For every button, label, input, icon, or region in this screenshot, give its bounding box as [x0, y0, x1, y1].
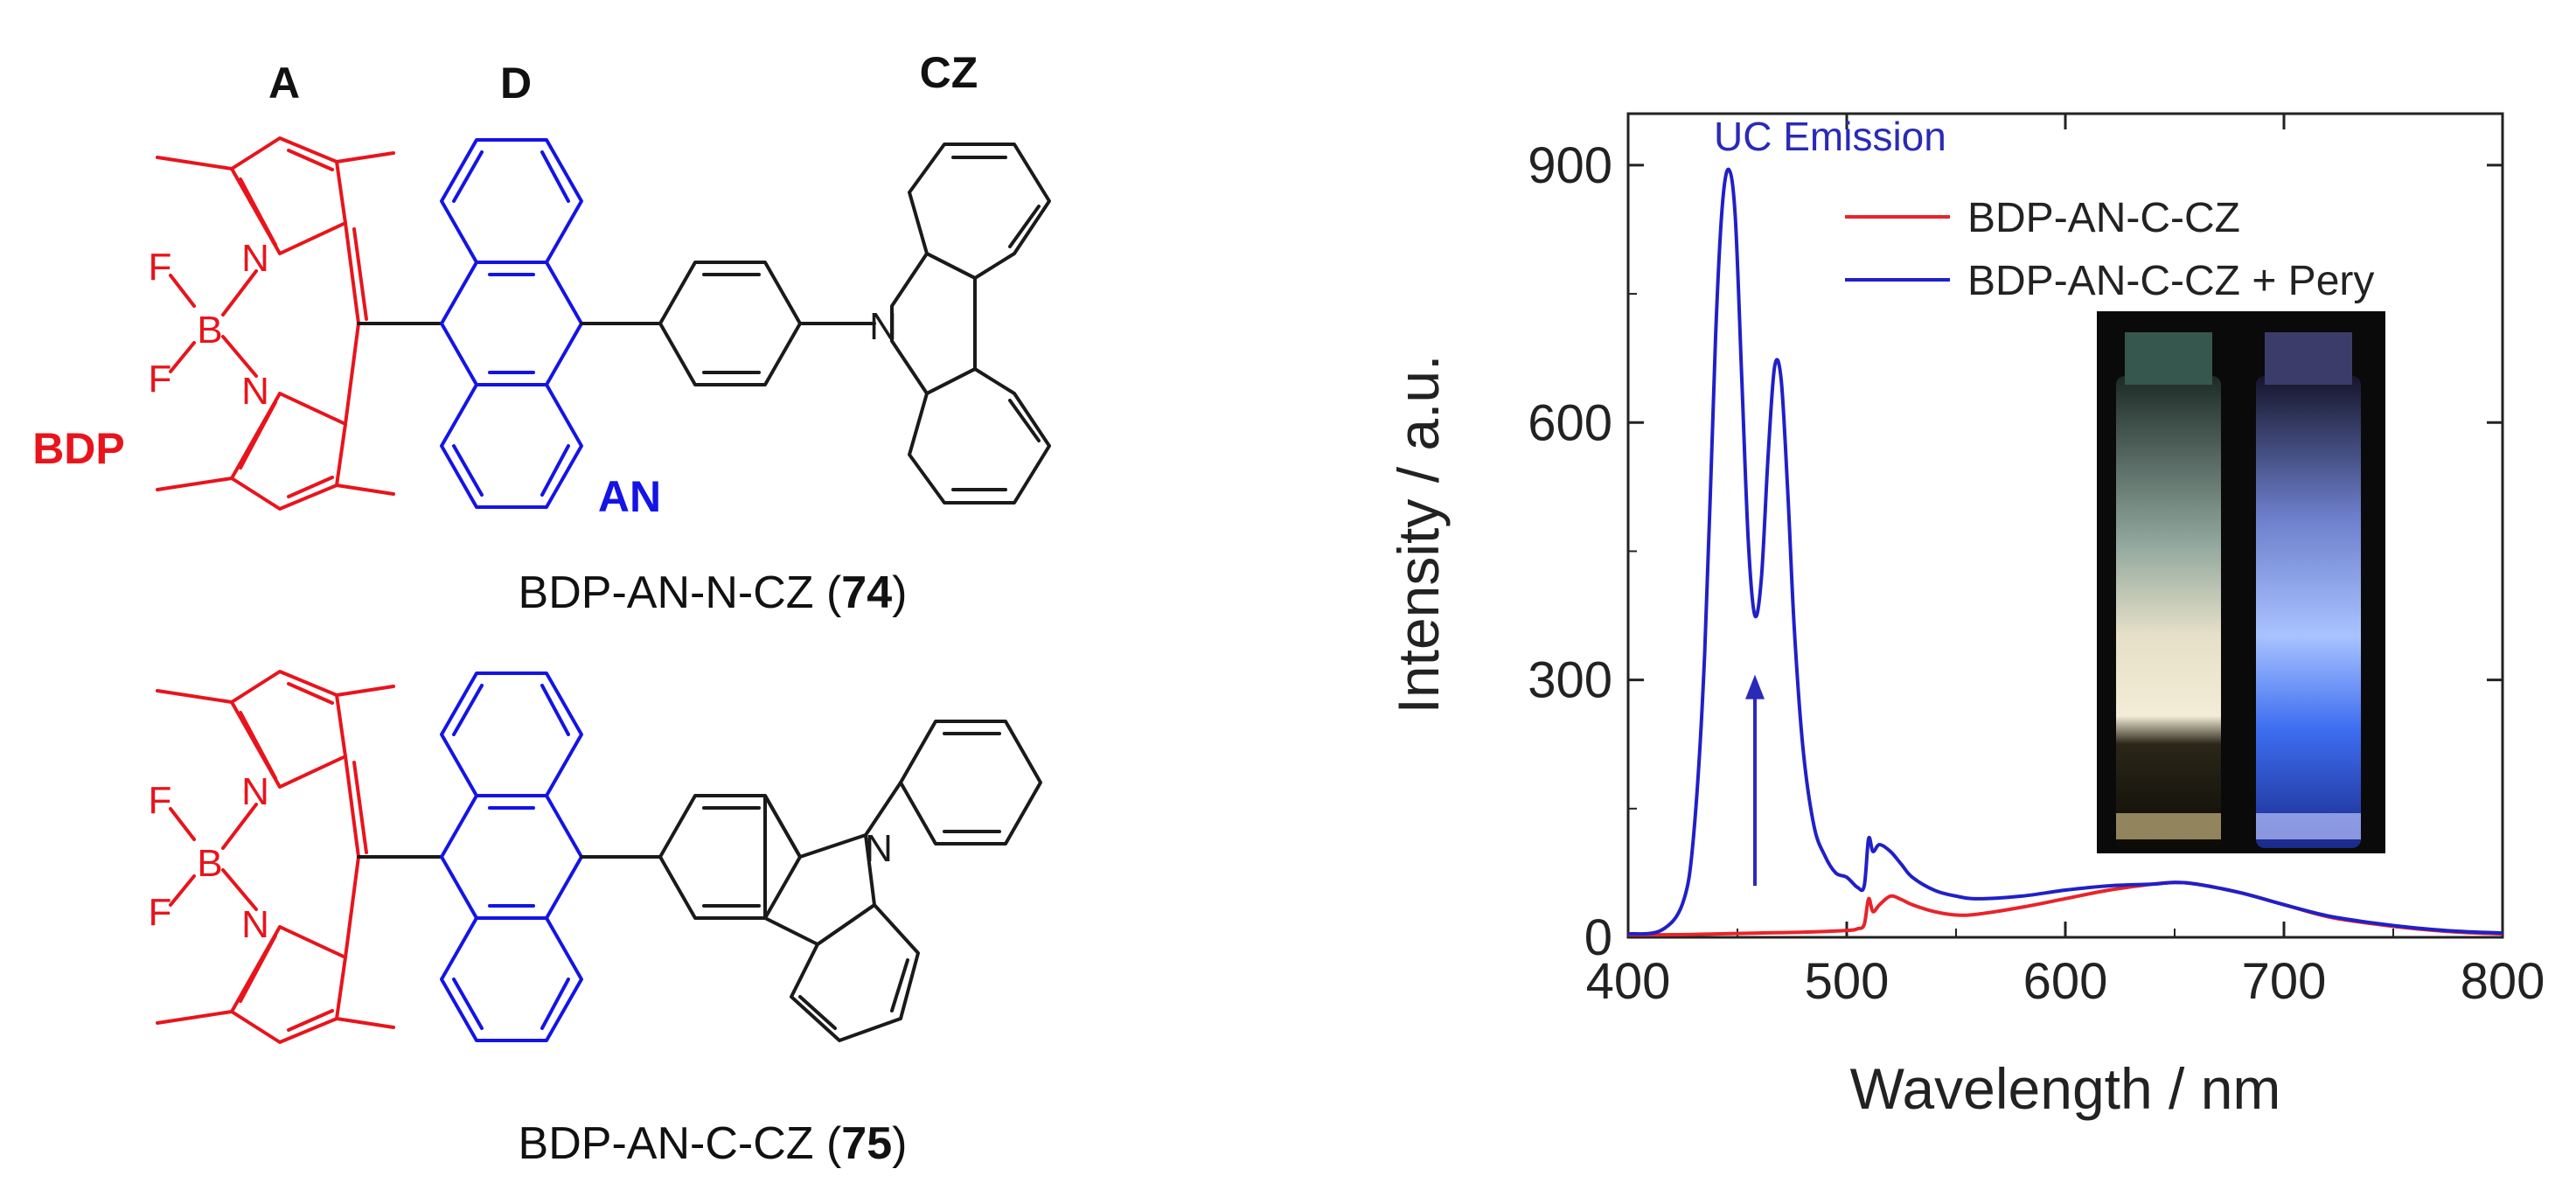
anthracene-75	[440, 672, 583, 1042]
cuvette-photo-inset	[2097, 311, 2385, 853]
nitrogen-atom-carbazole-75: N	[865, 827, 893, 870]
y-tick-label: 600	[1528, 394, 1612, 451]
bodipy-label: BDP	[32, 424, 125, 473]
fluorine-atom-top-74: F	[149, 246, 172, 289]
boron-atom-74: B	[197, 309, 222, 351]
molecule-74: N N B F F BDP AN	[32, 136, 1051, 618]
chart-axes: 400 500 600 700 800 0 300 600 900 Wavelength / nm…	[1386, 112, 2545, 1121]
acceptor-label: A	[268, 59, 300, 108]
bodipy-core-74	[156, 136, 395, 511]
increase-arrow-head	[1745, 674, 1765, 699]
nitrogen-atom-top-74: N	[241, 237, 269, 280]
fluorine-atom-bottom-75: F	[149, 891, 172, 934]
structures-panel: A D CZ	[32, 48, 1051, 1169]
series-line-bdp-an-c-cz-pery	[1627, 167, 2503, 936]
donor-label: D	[500, 59, 532, 108]
carbazole-75	[580, 720, 1042, 1042]
uc-emission-annotation: UC Emission	[1714, 114, 1946, 159]
compound-75-label: BDP-AN-C-CZ (75)	[519, 1118, 908, 1169]
nitrogen-atom-bottom-75: N	[241, 903, 269, 946]
y-axis-label: Intensity / a.u.	[1386, 355, 1451, 714]
compound-74-label: BDP-AN-N-CZ (74)	[519, 567, 908, 618]
nitrogen-atom-carbazole-74: N	[869, 305, 897, 348]
y-tick-label: 900	[1528, 137, 1612, 194]
x-tick-label: 700	[2242, 953, 2327, 1010]
chart-legend: BDP-AN-C-CZ BDP-AN-C-CZ + Pery	[1845, 195, 2374, 304]
x-tick-label: 600	[2023, 953, 2108, 1010]
x-tick-label: 400	[1586, 953, 1671, 1010]
x-tick-label: 500	[1805, 953, 1890, 1010]
nitrogen-atom-top-75: N	[241, 770, 269, 813]
y-tick-label: 0	[1584, 909, 1612, 966]
fluorine-atom-top-75: F	[149, 779, 172, 822]
boron-atom-75: B	[197, 842, 222, 885]
y-tick-label: 300	[1528, 652, 1612, 709]
molecule-75: N N B F F	[149, 670, 1042, 1169]
emission-chart: 400 500 600 700 800 0 300 600 900 Wavelength / nm…	[1386, 112, 2545, 1121]
phenyl-carbazole-74	[580, 143, 1051, 505]
carbazole-label: CZ	[920, 48, 978, 97]
anthracene-label: AN	[598, 472, 661, 521]
legend-entry: BDP-AN-C-CZ + Pery	[1967, 258, 2374, 304]
anthracene-74	[440, 138, 583, 509]
x-tick-label: 800	[2461, 953, 2545, 1010]
nitrogen-atom-bottom-74: N	[241, 370, 269, 413]
x-axis-label: Wavelength / nm	[1850, 1056, 2281, 1121]
chart-arrow	[1745, 674, 1765, 887]
chart-series	[1627, 167, 2503, 937]
bodipy-core-75	[156, 670, 395, 1044]
fluorine-atom-bottom-74: F	[149, 358, 172, 400]
legend-entry: BDP-AN-C-CZ	[1967, 195, 2240, 241]
